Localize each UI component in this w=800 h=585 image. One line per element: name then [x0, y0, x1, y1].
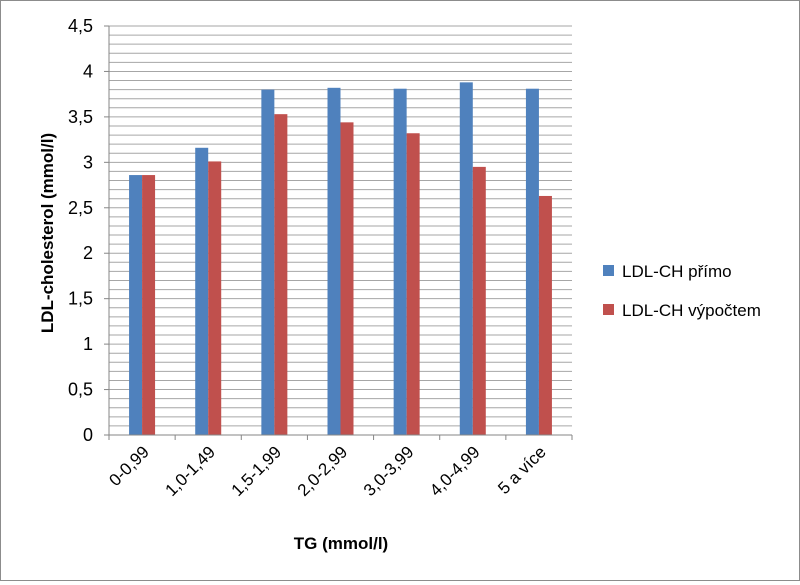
legend: LDL-CH přímo LDL-CH výpočtem — [603, 262, 761, 320]
y-tick-label: 2,5 — [68, 198, 93, 218]
bar-ldl-ch-vypoctem — [340, 122, 354, 435]
bar-ldl-ch-vypoctem — [208, 161, 222, 435]
legend-label-primo: LDL-CH přímo — [622, 262, 732, 281]
x-tick-label: 3,0-3,99 — [360, 442, 418, 500]
bar-ldl-ch-primo — [129, 175, 143, 435]
bar-ldl-ch-primo — [459, 82, 473, 436]
bar-ldl-ch-vypoctem — [142, 175, 156, 435]
bar-ldl-ch-primo — [195, 147, 209, 435]
y-tick-label: 4 — [83, 61, 93, 81]
x-tick-labels: 0-0,99 1,0-1,49 1,5-1,99 2,0-2,99 3,0-3,99 4,… — [105, 442, 549, 500]
bar-ldl-ch-primo — [261, 89, 275, 435]
bar-ldl-ch-primo — [327, 87, 341, 435]
x-tick-label: 4,0-4,99 — [426, 442, 484, 500]
x-tick-label: 1,5-1,99 — [228, 442, 286, 500]
bars — [129, 82, 552, 436]
bar-ldl-ch-vypoctem — [538, 195, 552, 435]
bar-ldl-ch-primo — [393, 88, 407, 436]
y-tick-label: 1,5 — [68, 289, 93, 309]
x-axis-title: TG (mmol/l) — [294, 534, 388, 553]
bar-ldl-ch-vypoctem — [406, 133, 420, 435]
x-tick-label: 2,0-2,99 — [294, 442, 352, 500]
x-tick-label: 1,0-1,49 — [161, 442, 219, 500]
bar-ldl-ch-vypoctem — [472, 166, 486, 435]
y-tick-label: 2 — [83, 243, 93, 263]
y-tick-label: 0 — [83, 425, 93, 445]
bar-ldl-ch-vypoctem — [274, 114, 288, 435]
bar-ldl-ch-primo — [525, 88, 539, 436]
x-tick-label: 0-0,99 — [105, 442, 153, 490]
y-tick-label: 3 — [83, 152, 93, 172]
axes — [108, 26, 573, 440]
y-tick-label: 0,5 — [68, 380, 93, 400]
legend-label-vypoctem: LDL-CH výpočtem — [622, 301, 761, 320]
y-axis-title: LDL-cholesterol (mmol/l) — [38, 133, 57, 333]
y-tick-label: 1 — [83, 334, 93, 354]
legend-swatch-vypoctem — [603, 304, 614, 315]
x-tick-label: 5 a více — [494, 442, 550, 498]
y-tick-label: 4,5 — [68, 16, 93, 36]
legend-swatch-primo — [603, 265, 614, 276]
y-tick-labels: 0 0,5 1 1,5 2 2,5 3 3,5 4 4,5 — [68, 16, 109, 445]
y-tick-label: 3,5 — [68, 107, 93, 127]
